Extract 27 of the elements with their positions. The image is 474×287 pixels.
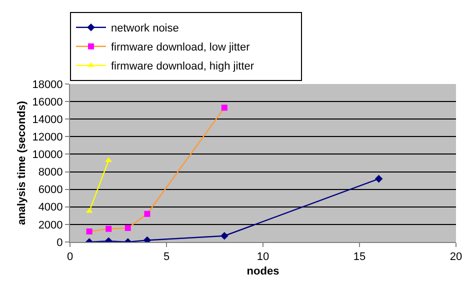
y-tick-label: 14000 [32, 114, 63, 126]
y-tick-label: 6000 [38, 184, 63, 196]
y-tick-label: 16000 [32, 96, 63, 108]
y-tick-label: 8000 [38, 166, 63, 179]
legend-label: firmware download, high jitter [111, 60, 254, 73]
point [220, 232, 228, 240]
x-tick-label: 20 [450, 251, 462, 264]
legend-label: network noise [111, 22, 179, 35]
y-tick-label: 4000 [38, 202, 63, 214]
x-axis-title: nodes [246, 265, 280, 278]
legend-label: firmware download, low jitter [111, 42, 250, 54]
x-tick-label: 5 [163, 251, 170, 264]
y-tick-label: 0 [56, 236, 63, 249]
x-tick-label: 10 [256, 251, 270, 264]
x-tick-label: 15 [353, 251, 366, 264]
point [106, 226, 112, 232]
point [144, 210, 150, 217]
x-tick-label: 0 [66, 251, 74, 264]
point [221, 104, 228, 111]
point [86, 228, 92, 234]
y-tick-label: 10000 [32, 149, 63, 162]
y-tick-label: 18000 [32, 78, 63, 91]
point [124, 224, 131, 231]
y-axis-title: analysis time (seconds) [16, 100, 28, 226]
y-tick-label: 2000 [38, 219, 63, 232]
y-tick-label: 12000 [32, 132, 63, 144]
point [374, 174, 383, 183]
